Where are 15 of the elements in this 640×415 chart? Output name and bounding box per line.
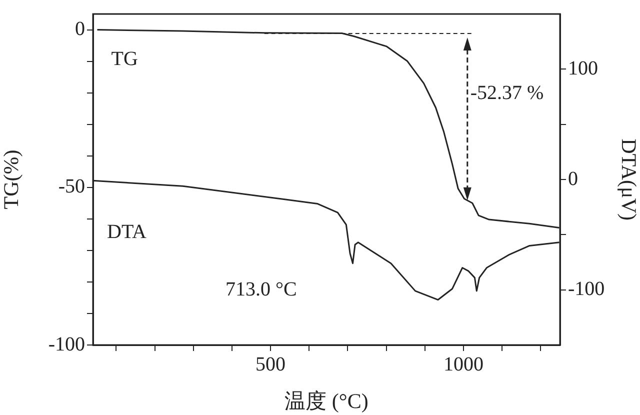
y2-tick-label: 0: [568, 168, 578, 190]
x-tick-label: 500: [256, 353, 286, 376]
y-axis-title: TG(%): [0, 150, 24, 210]
annotation: 713.0 °C: [225, 278, 297, 301]
x-tick-label: 1000: [444, 353, 484, 376]
x-axis-title: 温度 (°C): [284, 388, 368, 413]
legend-label: DTA: [107, 220, 148, 243]
y-tick-label: -50: [58, 176, 85, 198]
y2-tick-label: -100: [568, 278, 605, 300]
y-tick-label: 0: [75, 18, 85, 40]
annotation: -52.37 %: [470, 82, 544, 104]
legend-label: TG: [111, 48, 138, 70]
y-tick-label: -100: [48, 333, 85, 356]
y2-axis-title: DTA(μV): [616, 138, 640, 220]
y2-tick-label: 100: [568, 57, 598, 80]
